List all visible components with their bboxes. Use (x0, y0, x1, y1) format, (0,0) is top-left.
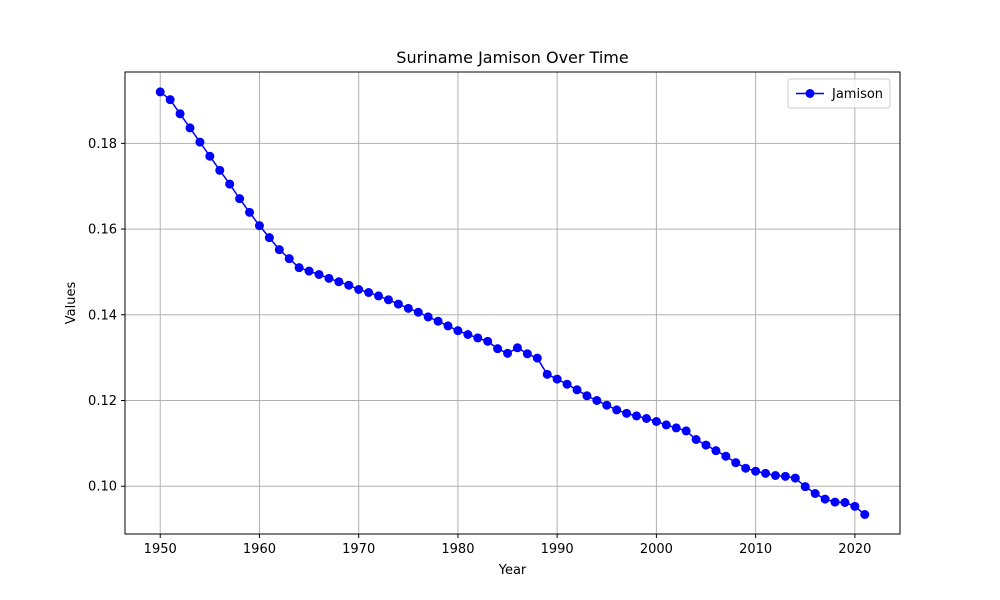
data-point (790, 473, 800, 483)
data-point (354, 285, 364, 294)
data-point (562, 379, 572, 389)
y-tick-label: 0.12 (88, 394, 117, 409)
data-point (532, 353, 542, 363)
legend-series-marker (805, 89, 815, 98)
data-point (770, 471, 780, 480)
data-point (830, 497, 840, 507)
data-point (681, 426, 691, 436)
data-point (215, 165, 225, 175)
data-point (602, 400, 612, 410)
data-point (403, 303, 413, 313)
data-point (175, 109, 185, 119)
data-point (364, 288, 374, 297)
data-point (483, 336, 493, 346)
axis-ticks: 1950 1960 1970 1980 1990 2000 2010 2020 0.10 0.12… (88, 137, 871, 557)
data-point (344, 280, 354, 290)
data-point (433, 316, 443, 326)
data-point (661, 420, 671, 430)
data-point (671, 423, 681, 433)
data-point (761, 468, 771, 478)
y-tick-label: 0.10 (88, 480, 117, 495)
y-tick-label: 0.18 (88, 137, 117, 152)
legend-series-label: Jamison (831, 87, 883, 102)
y-tick-label: 0.16 (88, 223, 117, 238)
data-point (443, 321, 453, 331)
x-tick-label: 1950 (144, 542, 177, 557)
data-point (314, 270, 324, 279)
data-point (245, 207, 255, 217)
chart-title: Suriname Jamison Over Time (396, 48, 628, 67)
data-point (860, 510, 870, 519)
x-tick-label: 2010 (739, 542, 772, 557)
data-point (840, 498, 850, 507)
legend-box (787, 78, 891, 109)
data-point (383, 295, 393, 305)
data-point (820, 494, 830, 504)
data-point (721, 451, 731, 461)
y-tick-label: 0.14 (88, 308, 117, 323)
data-point (641, 414, 651, 423)
data-point (503, 348, 513, 358)
x-tick-label: 1960 (243, 542, 276, 557)
x-tick-label: 1990 (541, 542, 574, 557)
grid-lines (125, 72, 900, 534)
data-point (453, 326, 463, 336)
x-tick-label: 1970 (342, 542, 375, 557)
data-point (800, 482, 810, 492)
x-tick-label: 2000 (640, 542, 673, 557)
data-point (225, 179, 235, 189)
legend: Jamison (787, 78, 891, 109)
y-axis-label: Values (64, 282, 79, 325)
data-point (522, 349, 532, 359)
data-point (235, 194, 245, 204)
data-point (741, 463, 751, 473)
series-layer (155, 87, 870, 519)
x-tick-label: 1980 (441, 542, 474, 557)
data-point (374, 291, 384, 301)
plot-area-frame (124, 71, 901, 535)
data-point (473, 333, 483, 343)
data-point (264, 233, 274, 243)
data-point (711, 446, 721, 456)
data-point (284, 254, 294, 264)
data-point (582, 391, 592, 401)
data-point (155, 87, 165, 97)
data-point (324, 273, 334, 283)
x-axis-label: Year (498, 563, 527, 578)
data-point (185, 123, 195, 133)
data-point (632, 411, 642, 421)
data-point (165, 95, 175, 105)
data-point (413, 307, 423, 317)
data-point (850, 501, 860, 511)
data-point (205, 151, 215, 161)
data-point (512, 343, 522, 353)
data-point (751, 466, 761, 476)
data-point (612, 405, 622, 415)
data-point (294, 263, 304, 273)
data-point (691, 435, 701, 444)
data-point (423, 312, 433, 322)
data-point (254, 221, 264, 231)
data-point (274, 245, 284, 255)
data-point (304, 266, 314, 276)
data-point (463, 330, 473, 339)
data-point (651, 417, 661, 426)
data-point (810, 489, 820, 498)
data-point (622, 408, 632, 418)
data-point (493, 344, 503, 354)
data-point (552, 374, 562, 384)
x-tick-label: 2020 (838, 542, 871, 557)
data-point (780, 471, 790, 481)
data-point (701, 440, 711, 450)
data-point (195, 137, 205, 147)
data-point (393, 299, 403, 309)
data-point (592, 396, 602, 405)
data-point (731, 458, 741, 468)
data-point (334, 277, 344, 287)
data-point (542, 369, 552, 379)
data-point (572, 385, 582, 395)
